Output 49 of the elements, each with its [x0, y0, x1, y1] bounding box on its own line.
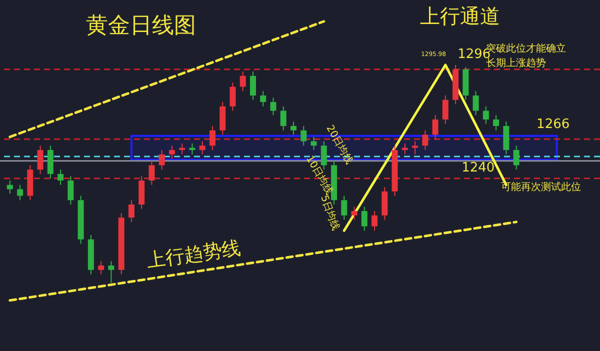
- candlestick: [179, 142, 186, 155]
- candlestick: [98, 260, 104, 275]
- candlestick: [37, 145, 44, 174]
- candlestick: [493, 114, 500, 131]
- candlestick: [68, 176, 74, 205]
- candlestick: [372, 210, 378, 232]
- candlestick: [108, 260, 114, 284]
- candlestick: [128, 200, 134, 222]
- candlestick: [6, 180, 13, 194]
- candlestick: [290, 121, 296, 136]
- candlestick: [58, 169, 64, 186]
- annotation: 可能再次测试此位: [501, 181, 582, 194]
- candlestick: [513, 145, 520, 170]
- candlestick: [300, 126, 307, 146]
- candlestick: [270, 97, 276, 116]
- candlestick: [260, 90, 266, 107]
- candlestick: [482, 106, 489, 124]
- candlestick: [422, 130, 428, 150]
- annotation: 1240: [462, 160, 495, 176]
- candlestick: [168, 145, 175, 160]
- candlestick: [17, 184, 24, 201]
- candlestick: [432, 114, 438, 140]
- candlestick: [189, 142, 196, 155]
- annotation: 长期上涨趋势: [486, 56, 546, 69]
- candlestick: [351, 206, 358, 220]
- candlestick: [230, 82, 236, 112]
- candlestick: [341, 195, 348, 220]
- chart-title: 黄金日线图: [86, 14, 196, 39]
- candlestick: [250, 71, 256, 100]
- candlestick: [220, 102, 226, 136]
- candlestick: [138, 176, 145, 210]
- candlestick: [503, 121, 510, 155]
- candlestick: [280, 106, 286, 131]
- candlestick: [47, 145, 54, 179]
- text: 1266: [536, 116, 570, 132]
- candlestick: [158, 149, 165, 170]
- candlestick: [310, 136, 317, 150]
- candlestick: [402, 142, 408, 155]
- candlestick: [209, 126, 216, 150]
- candlestick: [148, 160, 155, 186]
- candlestick: [472, 90, 479, 116]
- candlestick: [361, 206, 368, 232]
- text: 上行通道: [420, 4, 500, 28]
- annotation: 上行趋势线: [145, 237, 242, 272]
- candlestick: [240, 71, 246, 92]
- candlestick: [442, 94, 448, 124]
- candlestick: [412, 140, 418, 155]
- candlestick: [199, 140, 206, 155]
- candlestick: [382, 186, 388, 220]
